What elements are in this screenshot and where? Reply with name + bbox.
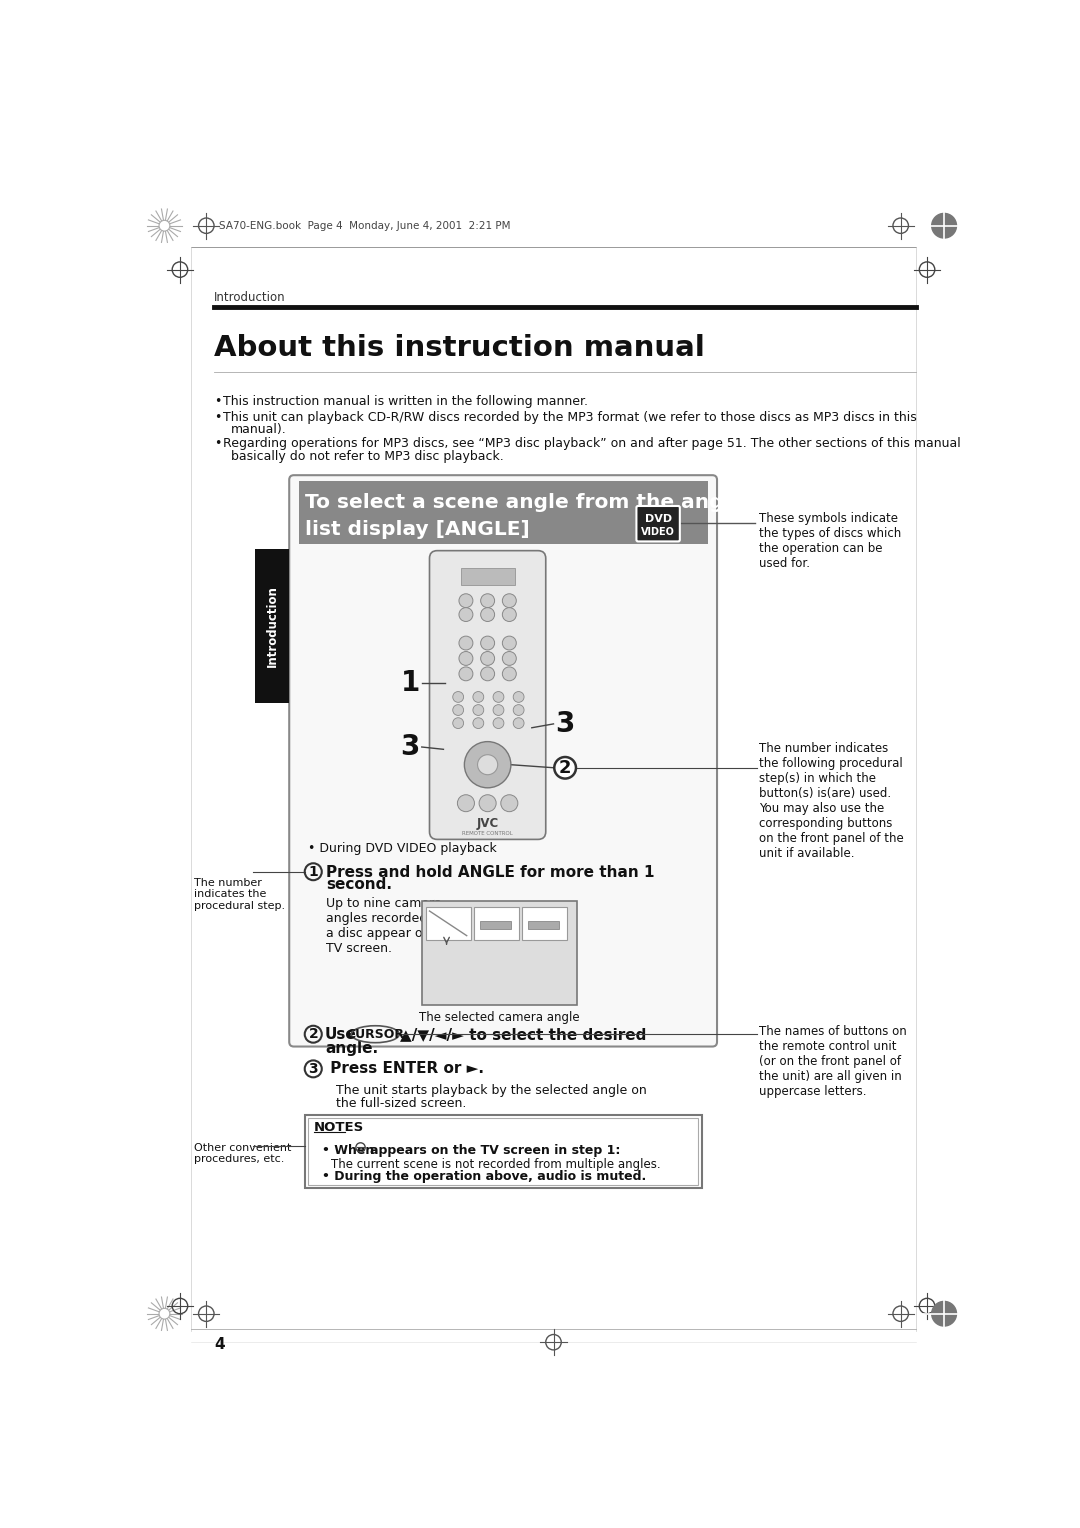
Text: • When: • When [322,1144,378,1157]
Circle shape [459,636,473,649]
Circle shape [453,718,463,729]
Circle shape [494,718,504,729]
Text: second.: second. [326,877,392,892]
Circle shape [459,608,473,622]
Circle shape [932,1302,957,1326]
Text: Regarding operations for MP3 discs, see “MP3 disc playback” on and after page 51: Regarding operations for MP3 discs, see … [224,437,961,451]
Circle shape [554,756,576,779]
Text: ▲/▼/◄/► to select the desired: ▲/▼/◄/► to select the desired [400,1027,647,1042]
Text: JVC: JVC [476,817,499,831]
Text: 1: 1 [309,865,319,879]
Text: The selected camera angle: The selected camera angle [419,1010,580,1024]
Text: •: • [214,396,221,408]
Circle shape [501,795,517,811]
Text: list display [ANGLE]: list display [ANGLE] [305,521,529,539]
Circle shape [453,692,463,703]
Circle shape [502,651,516,665]
Text: • During DVD VIDEO playback: • During DVD VIDEO playback [308,842,497,856]
Circle shape [459,651,473,665]
Circle shape [473,718,484,729]
Circle shape [513,692,524,703]
Bar [255,549,289,703]
Text: manual).: manual). [231,423,287,435]
Text: 3: 3 [401,733,420,761]
Text: REMOTE CONTROL: REMOTE CONTROL [462,831,513,836]
Text: Press ENTER or ►.: Press ENTER or ►. [325,1062,484,1076]
Circle shape [473,692,484,703]
Text: CURSOR: CURSOR [347,1028,404,1041]
Bar [522,908,567,940]
Text: the full-sized screen.: the full-sized screen. [337,1097,467,1109]
Bar [308,1118,699,1186]
Text: DVD: DVD [645,513,672,524]
Text: basically do not refer to MP3 disc playback.: basically do not refer to MP3 disc playb… [231,449,504,463]
Circle shape [494,704,504,715]
Text: Introduction: Introduction [266,585,279,668]
Text: 2: 2 [558,759,571,776]
Circle shape [458,795,474,811]
Text: appears on the TV screen in step 1:: appears on the TV screen in step 1: [369,1144,620,1157]
Circle shape [477,755,498,775]
Text: • During the operation above, audio is muted.: • During the operation above, audio is m… [322,1170,646,1183]
Text: Up to nine camera
angles recorded on
a disc appear on the
TV screen.: Up to nine camera angles recorded on a d… [326,897,456,955]
Bar [422,902,577,1005]
Text: These symbols indicate
the types of discs which
the operation can be
used for.: These symbols indicate the types of disc… [759,512,901,570]
Circle shape [159,220,170,231]
Bar [298,481,707,544]
Circle shape [481,651,495,665]
Text: 1: 1 [401,669,420,697]
Text: VIDEO: VIDEO [642,527,675,538]
Text: angle.: angle. [325,1041,378,1056]
Bar [480,921,511,929]
Circle shape [502,636,516,649]
Text: The number
indicates the
procedural step.: The number indicates the procedural step… [194,879,285,911]
Bar [426,908,471,940]
Circle shape [464,741,511,788]
Circle shape [159,1308,170,1319]
Bar [305,1115,702,1189]
Circle shape [494,692,504,703]
Text: This unit can playback CD-R/RW discs recorded by the MP3 format (we refer to tho: This unit can playback CD-R/RW discs rec… [224,411,917,423]
Text: 2: 2 [309,1027,319,1041]
Circle shape [459,594,473,608]
Circle shape [481,594,495,608]
Circle shape [459,666,473,681]
Circle shape [481,636,495,649]
Bar [474,908,518,940]
Text: NOTES: NOTES [314,1122,364,1134]
Text: Press and hold ANGLE for more than 1: Press and hold ANGLE for more than 1 [326,865,654,880]
Circle shape [481,608,495,622]
Text: Introduction: Introduction [214,290,286,304]
Circle shape [932,214,957,238]
FancyBboxPatch shape [289,475,717,1047]
FancyBboxPatch shape [636,506,679,541]
Circle shape [480,795,496,811]
Circle shape [502,666,516,681]
Text: 3: 3 [555,711,575,738]
Text: The number indicates
the following procedural
step(s) in which the
button(s) is(: The number indicates the following proce… [759,741,904,860]
Text: •: • [214,411,221,423]
Circle shape [481,666,495,681]
Text: Use: Use [325,1027,356,1042]
Text: Other convenient
procedures, etc.: Other convenient procedures, etc. [194,1143,292,1164]
FancyBboxPatch shape [430,550,545,839]
Text: 4: 4 [214,1337,225,1352]
Bar [460,568,515,585]
Circle shape [513,704,524,715]
Text: The current scene is not recorded from multiple angles.: The current scene is not recorded from m… [332,1158,661,1170]
Text: SA70-ENG.book  Page 4  Monday, June 4, 2001  2:21 PM: SA70-ENG.book Page 4 Monday, June 4, 200… [218,220,510,231]
Bar [528,921,559,929]
Text: About this instruction manual: About this instruction manual [214,333,705,362]
Text: 3: 3 [309,1062,319,1076]
Circle shape [453,704,463,715]
Circle shape [473,704,484,715]
Circle shape [502,608,516,622]
Text: The unit starts playback by the selected angle on: The unit starts playback by the selected… [337,1085,647,1097]
Text: This instruction manual is written in the following manner.: This instruction manual is written in th… [224,396,589,408]
Text: The names of buttons on
the remote control unit
(or on the front panel of
the un: The names of buttons on the remote contr… [759,1025,906,1099]
Circle shape [502,594,516,608]
Text: To select a scene angle from the angle: To select a scene angle from the angle [305,494,744,512]
Circle shape [513,718,524,729]
Text: •: • [214,437,221,451]
